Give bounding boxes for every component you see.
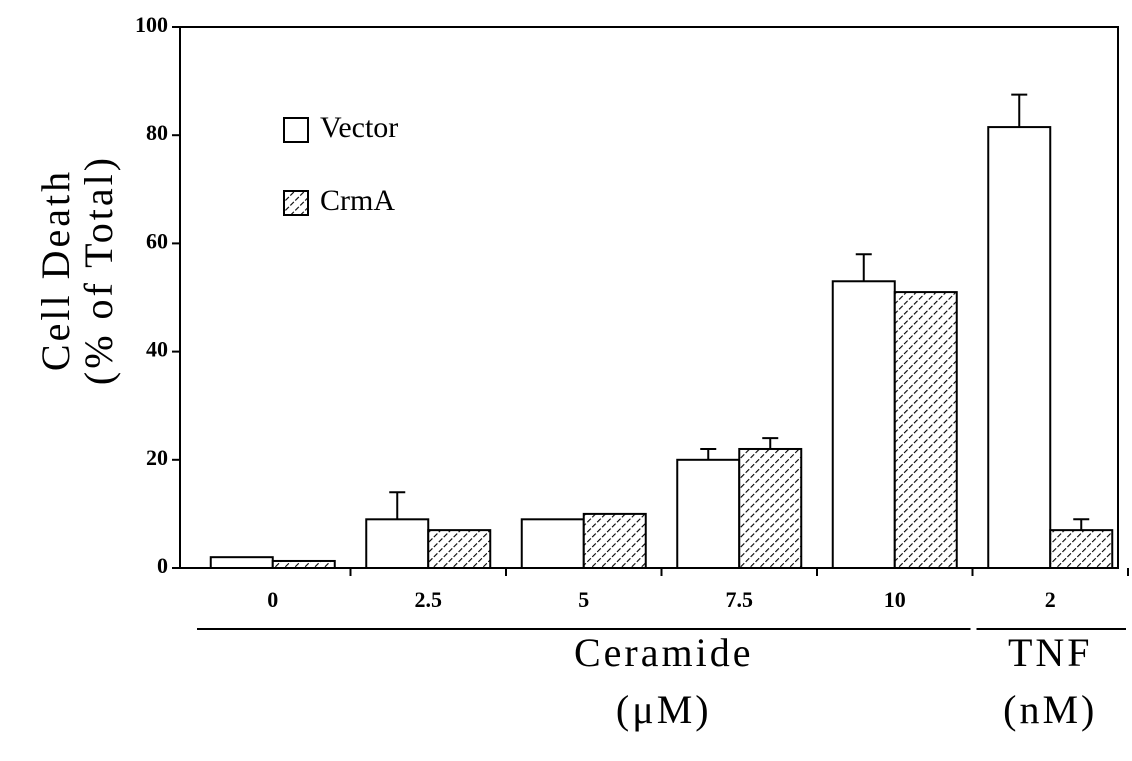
group-label: TNF: [1008, 630, 1093, 675]
y-axis-label: (% of Total): [76, 155, 121, 385]
bar: [520, 518, 585, 569]
x-tick-label: 2: [1045, 587, 1056, 612]
y-axis-label: Cell Death: [33, 169, 78, 371]
bar: [365, 518, 430, 569]
plot-frame: [179, 26, 1119, 569]
x-tick-label: 2.5: [415, 587, 443, 612]
bar: [582, 512, 647, 570]
bar: [738, 447, 803, 570]
bar: [987, 126, 1052, 570]
group-unit: (μM): [616, 687, 712, 732]
y-tick-label: 40: [146, 337, 168, 362]
bar: [209, 556, 274, 569]
legend-swatch: [283, 190, 309, 216]
bar: [1049, 529, 1114, 570]
bar: [427, 529, 492, 570]
bar: [271, 559, 336, 569]
y-tick-label: 80: [146, 120, 168, 145]
y-tick-label: 100: [135, 12, 168, 37]
x-tick-label: 7.5: [726, 587, 754, 612]
legend-swatch: [283, 117, 309, 143]
group-label: Ceramide: [574, 630, 754, 675]
bar: [831, 280, 896, 569]
y-tick-label: 20: [146, 445, 168, 470]
x-tick-label: 0: [267, 587, 278, 612]
bar: [676, 458, 741, 569]
legend-label: Vector: [320, 111, 398, 144]
y-tick-label: 60: [146, 228, 168, 253]
x-tick-label: 10: [884, 587, 906, 612]
y-tick-label: 0: [157, 553, 168, 578]
group-unit: (nM): [1003, 687, 1097, 732]
x-tick-label: 5: [578, 587, 589, 612]
bar: [893, 291, 958, 569]
legend-label: CrmA: [320, 184, 395, 217]
